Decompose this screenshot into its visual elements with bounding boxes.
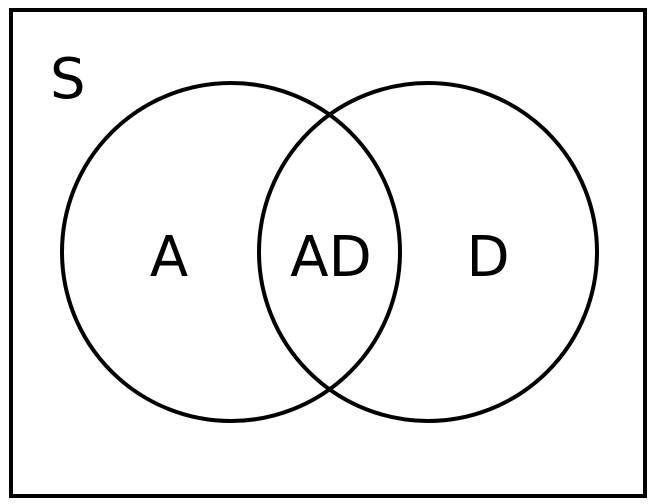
set-d-label: D [466, 225, 509, 290]
universe-rectangle [9, 8, 647, 498]
set-a-circle [60, 81, 402, 423]
set-a-label: A [150, 225, 188, 290]
intersection-label: AD [290, 225, 371, 290]
universe-label: S [50, 47, 86, 112]
set-d-circle [257, 81, 599, 423]
